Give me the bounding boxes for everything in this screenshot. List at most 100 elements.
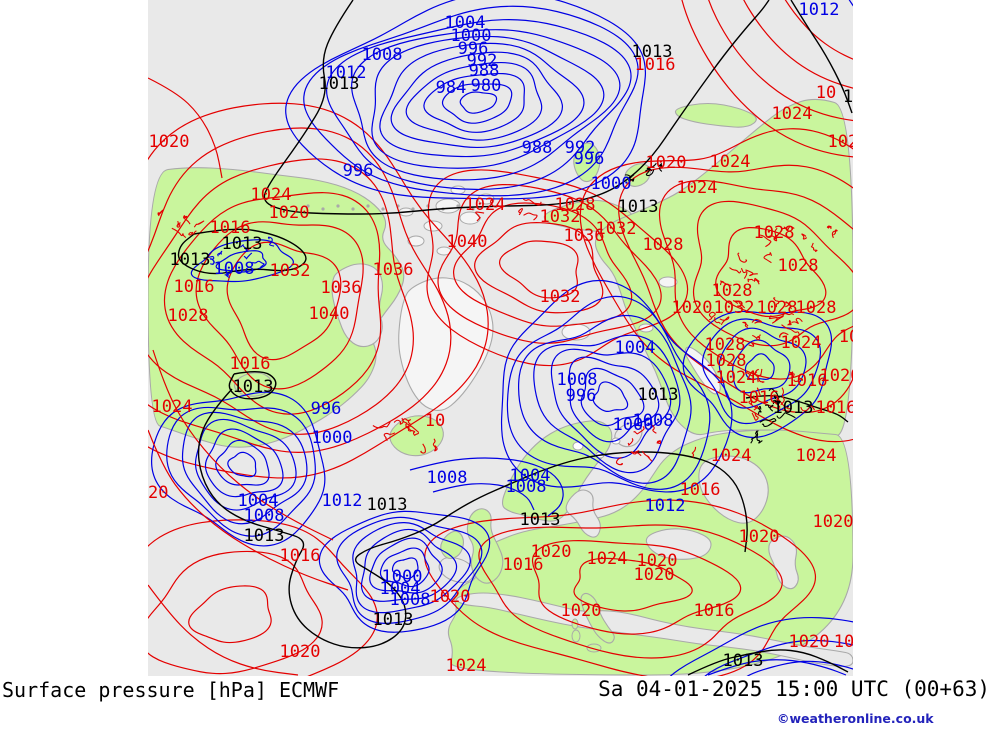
pressure-label: 1020 (739, 527, 780, 547)
pressure-label: 1024 (716, 368, 757, 388)
pressure-label: 1024 (781, 333, 822, 353)
pressure-label: 1036 (564, 226, 605, 246)
pressure-label: 1012 (645, 496, 686, 516)
pressure-label: 1028 (643, 235, 684, 255)
terrain-scribble-layer (157, 162, 838, 466)
pressure-label: 1032 (540, 287, 581, 307)
pressure-label: 1028 (706, 351, 747, 371)
pressure-label: 1016 (694, 601, 735, 621)
pressure-label: 10 (834, 632, 853, 652)
pressure-label: 1012 (322, 491, 363, 511)
pressure-label: 1040 (447, 232, 488, 252)
pressure-label: 1013 (632, 42, 673, 62)
map-title: Surface pressure [hPa] ECMWF (2, 678, 340, 702)
pressure-label: 1004 (615, 338, 656, 358)
pressure-label: 1028 (757, 298, 798, 318)
pressure-label: 10 (839, 327, 853, 347)
pressure-label: 1024 (587, 549, 628, 569)
pressure-label: 1013 (638, 385, 679, 405)
pressure-label: 1028 (712, 281, 753, 301)
pressure-label: 1000 (312, 428, 353, 448)
pressure-label: 1032 (540, 207, 581, 227)
pressure-label: 1020 (269, 203, 310, 223)
pressure-label: 1016 (503, 555, 544, 575)
copyright-link[interactable]: ©weatheronline.co.uk (777, 711, 934, 726)
pressure-label: 1020 (561, 601, 602, 621)
pressure-label: 10 (816, 83, 836, 103)
isobar-1013-layer (177, 0, 853, 676)
pressure-label: 1020 (672, 298, 713, 318)
pressure-label: 1000 (613, 415, 654, 435)
pressure-label: 1028 (705, 335, 746, 355)
pressure-label: 1013 (222, 234, 263, 254)
pressure-label: 1028 (796, 298, 837, 318)
pressure-label: 1016 (787, 371, 828, 391)
pressure-label: 1020 (280, 642, 321, 662)
pressure-label: 1024 (465, 195, 506, 215)
pressure-label: 1024 (711, 446, 752, 466)
pressure-label: 1024 (772, 104, 813, 124)
pressure-label: 1036 (321, 278, 362, 298)
pressure-label: 1028 (754, 223, 795, 243)
pressure-label: 1020 (820, 366, 853, 386)
pressure-label: 1013 (233, 377, 274, 397)
pressure-label: 996 (566, 386, 597, 406)
pressure-label: 1020 (531, 542, 572, 562)
pressure-label: 1013 (773, 398, 814, 418)
pressure-label: 1020 (149, 132, 190, 152)
pressure-label: 1008 (506, 477, 547, 497)
pressure-label: 996 (458, 39, 489, 59)
pressure-map: 1004 1000 996 992 988 984 980 1008 1012 1013 988 99… (148, 0, 853, 676)
pressure-label: 1020 (634, 565, 675, 585)
pressure-label: 1013 (170, 250, 211, 270)
pressure-label: 1036 (373, 260, 414, 280)
pressure-label: 1012 (326, 63, 367, 83)
pressure-label: 1008 (214, 259, 255, 279)
pressure-label: 1020 (637, 551, 678, 571)
pressure-label: 1020 (646, 153, 687, 173)
pressure-label: 1013 (367, 495, 408, 515)
pressure-label: 1000 (451, 26, 492, 46)
pressure-label: 1024 (710, 152, 751, 172)
pressure-label: 1024 (251, 185, 292, 205)
pressure-label: 1016 (174, 277, 215, 297)
pressure-label: 1008 (557, 370, 598, 390)
pressure-label: 1024 (152, 397, 193, 417)
pressure-label: 988 (522, 138, 553, 158)
pressure-label: 1 (843, 87, 853, 107)
pressure-label: 1020 (813, 512, 853, 532)
pressure-label: 980 (471, 76, 502, 96)
pressure-label: 992 (565, 138, 596, 158)
isobar-layer (148, 0, 853, 676)
pressure-label: 1016 (210, 218, 251, 238)
pressure-label: 1000 (382, 567, 423, 587)
pressure-label: 1016 (680, 480, 721, 500)
pressure-label: 1008 (427, 468, 468, 488)
pressure-label: 1024 (446, 656, 487, 676)
pressure-label: 1004 (510, 466, 551, 486)
pressure-label: 1016 (280, 546, 321, 566)
pressure-label: 1004 (380, 579, 421, 599)
pressure-label: 1032 (270, 261, 311, 281)
pressure-label: 1024 (796, 446, 837, 466)
pressure-label: 1000 (591, 174, 632, 194)
pressure-label: 1024 (677, 178, 718, 198)
pressure-label: 1012 (799, 0, 840, 20)
pressure-label: 1013 (373, 610, 414, 630)
pressure-label: 10 (425, 411, 445, 431)
pressure-label: 996 (343, 161, 374, 181)
pressure-label: 1013 (520, 510, 561, 530)
pressure-label: 1016 (230, 354, 271, 374)
pressure-label: 1032 (596, 219, 637, 239)
pressure-label: 1016 (816, 398, 853, 418)
pressure-label: 992 (467, 51, 498, 71)
pressure-label: 1008 (244, 506, 285, 526)
pressure-label: 996 (574, 149, 605, 169)
pressure-label: 1028 (555, 195, 596, 215)
pressure-label: 1028 (168, 306, 209, 326)
pressure-label: 1004 (238, 491, 279, 511)
pressure-label: 1008 (633, 411, 674, 431)
pressure-label: 1008 (362, 45, 403, 65)
